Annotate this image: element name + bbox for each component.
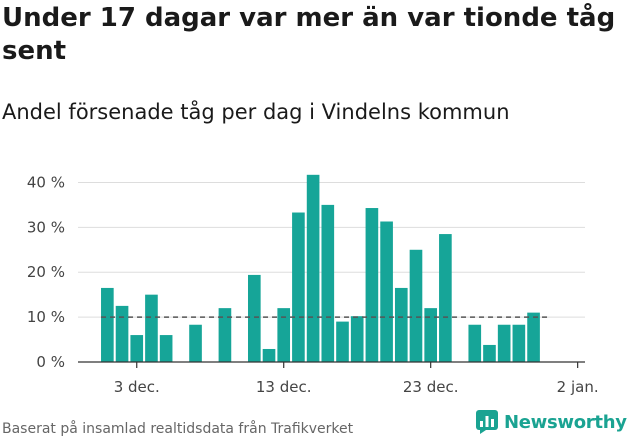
bar (365, 208, 379, 362)
newsworthy-logo-icon (476, 410, 498, 434)
bar (262, 348, 276, 362)
x-axis-ticks (136, 362, 579, 368)
newsworthy-brand: Newsworthy (476, 408, 627, 436)
bar (277, 308, 291, 362)
bar (409, 249, 423, 362)
bar (101, 287, 114, 362)
chart-subtitle: Andel försenade tåg per dag i Vindelns k… (2, 100, 510, 124)
bar (527, 312, 540, 362)
x-tick-label: 2 jan. (557, 378, 599, 396)
chart-title: Under 17 dagar var mer än var tionde tåg… (2, 3, 616, 66)
bar (159, 335, 173, 362)
bar (336, 321, 349, 362)
bar (350, 316, 364, 362)
brand-name: Newsworthy (504, 411, 627, 433)
bar (394, 287, 408, 362)
bar (468, 324, 482, 362)
x-tick-label: 3 dec. (114, 378, 160, 396)
y-tick-label: 10 % (27, 308, 65, 326)
x-tick-label: 23 dec. (403, 378, 459, 396)
y-tick-label: 0 % (36, 353, 65, 371)
y-tick-label: 30 % (27, 218, 65, 236)
bar (189, 324, 202, 362)
y-tick-label: 20 % (27, 263, 65, 281)
bar (130, 335, 144, 362)
bar-chart: 0 % 10 % 20 % 30 % 40 % 3 dec. 13 dec. 23 dec.… (27, 173, 599, 396)
y-axis-tick-labels: 0 % 10 % 20 % 30 % 40 % (27, 173, 65, 371)
bar (439, 234, 452, 362)
bar (218, 308, 232, 362)
x-tick-label: 13 dec. (256, 378, 312, 396)
bar (115, 305, 129, 362)
bar (512, 324, 526, 362)
bar (380, 221, 393, 362)
bar (497, 324, 511, 362)
bar (483, 344, 496, 362)
bar (292, 212, 305, 362)
data-source-note: Baserat på insamlad realtidsdata från Tr… (2, 421, 354, 437)
bar (306, 174, 320, 362)
bars (101, 174, 540, 362)
bar (424, 308, 438, 362)
bar (145, 294, 158, 362)
y-tick-label: 40 % (27, 173, 65, 191)
x-axis-tick-labels: 3 dec. 13 dec. 23 dec. 2 jan. (114, 378, 599, 396)
bar (321, 204, 335, 362)
bar (247, 274, 261, 362)
